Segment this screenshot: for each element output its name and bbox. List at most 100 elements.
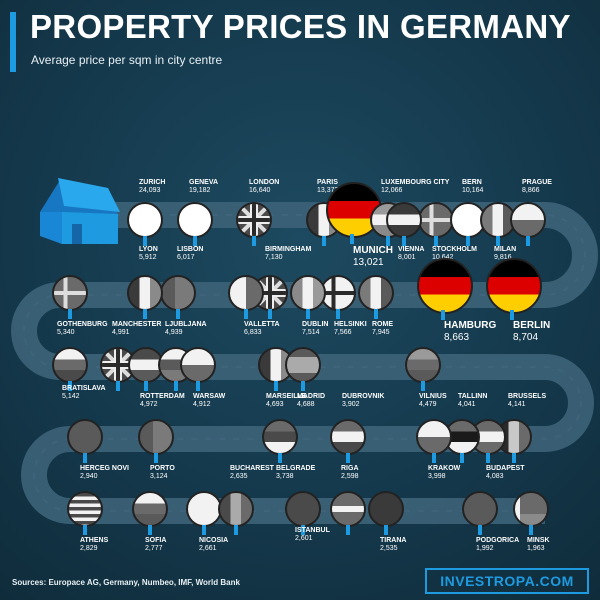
city-label-athens: ATHENS	[80, 537, 109, 544]
city-price-luxembourg-city: 12,066	[381, 187, 403, 194]
belarus-flag-icon	[513, 491, 549, 527]
city-price-ljubljana: 4,939	[165, 329, 183, 336]
poland-flag-icon	[416, 419, 452, 455]
brand-link[interactable]: INVESTROPA.COM	[425, 568, 589, 594]
city-marker-belgrade	[262, 419, 298, 463]
marker-pin	[268, 309, 272, 319]
title-accent-bar	[10, 12, 16, 72]
albania-flag-icon	[368, 491, 404, 527]
marker-pin	[432, 453, 436, 463]
city-price-lyon: 5,912	[139, 254, 157, 261]
city-marker-minsk	[513, 491, 549, 535]
poland-flag-icon	[180, 347, 216, 383]
city-price-vilnius: 4,479	[419, 401, 437, 408]
marker-pin	[402, 236, 406, 246]
city-price-helsinki: 7,566	[334, 329, 352, 336]
marker-pin	[346, 453, 350, 463]
city-marker-istanbul	[285, 491, 321, 535]
city-price-london: 16,640	[249, 187, 271, 194]
city-label-helsinki: HELSINKI	[334, 321, 367, 328]
marker-pin	[322, 236, 326, 246]
marker-pin	[143, 236, 147, 246]
marker-pin	[278, 453, 282, 463]
city-marker-lyon	[127, 275, 163, 319]
marker-pin	[478, 525, 482, 535]
city-label-minsk: MINSK	[527, 537, 550, 544]
marker-pin	[176, 309, 180, 319]
malta-flag-icon	[228, 275, 264, 311]
marker-pin	[143, 309, 147, 319]
city-price-vienna: 8,001	[398, 254, 416, 261]
city-price-istanbul: 2,601	[295, 535, 313, 542]
city-label-paris: PARIS	[317, 179, 338, 186]
city-marker-sofia	[132, 491, 168, 535]
switzerland-flag-icon	[177, 202, 213, 238]
city-label-gothenburg: GOTHENBURG	[57, 321, 108, 328]
city-price-birmingham: 7,130	[265, 254, 283, 261]
city-price-lisbon: 6,017	[177, 254, 195, 261]
city-price-sofia: 2,777	[145, 545, 163, 552]
city-label-lyon: LYON	[139, 246, 158, 253]
city-label-stockholm: STOCKHOLM	[432, 246, 477, 253]
city-marker-zurich	[127, 202, 163, 246]
city-price-dublin: 7,514	[302, 329, 320, 336]
city-price-milan: 9,816	[494, 254, 512, 261]
city-label-manchester: MANCHESTER	[112, 321, 162, 328]
city-price-porto: 3,124	[150, 473, 168, 480]
city-marker-riga	[330, 491, 366, 535]
marker-pin	[336, 309, 340, 319]
marker-pin	[441, 310, 445, 320]
ireland-flag-icon	[290, 275, 326, 311]
city-price-krakow: 3,998	[428, 473, 446, 480]
marker-pin	[512, 453, 516, 463]
city-price-tirana: 2,535	[380, 545, 398, 552]
marker-pin	[68, 309, 72, 319]
city-price-manchester: 4,991	[112, 329, 130, 336]
sweden-flag-icon	[418, 202, 454, 238]
slovakia-flag-icon	[52, 347, 88, 383]
uk-flag-icon	[236, 202, 272, 238]
city-label-munich: MUNICH	[353, 245, 393, 256]
city-marker-bern	[450, 202, 486, 246]
city-label-herceg-novi: HERCEG NOVI	[80, 465, 130, 472]
city-marker-madrid	[285, 347, 321, 391]
city-price-rome: 7,945	[372, 329, 390, 336]
marker-pin	[193, 236, 197, 246]
city-marker-geneva	[177, 202, 213, 246]
city-marker-nicosia	[186, 491, 222, 535]
montenegro-flag-icon	[67, 419, 103, 455]
city-label-tirana: TIRANA	[380, 537, 407, 544]
city-label-birmingham: BIRMINGHAM	[265, 246, 312, 253]
city-marker-bratislava	[52, 347, 88, 391]
marker-pin	[234, 525, 238, 535]
city-marker-porto	[138, 419, 174, 463]
marker-pin	[386, 236, 390, 246]
city-price-hamburg: 8,663	[444, 332, 470, 343]
city-marker-rome	[358, 275, 394, 319]
city-price-berlin: 8,704	[513, 332, 539, 343]
marker-pin	[346, 525, 350, 535]
serbia-flag-icon	[262, 419, 298, 455]
city-label-bucharest: BUCHAREST	[230, 465, 274, 472]
city-label-vilnius: VILNIUS	[419, 393, 447, 400]
germany-flag-icon	[486, 258, 542, 314]
city-label-warsaw: WARSAW	[193, 393, 226, 400]
city-label-nicosia: NICOSIA	[199, 537, 229, 544]
city-label-valletta: VALLETTA	[244, 321, 280, 328]
city-price-paris: 13,373	[317, 187, 339, 194]
marker-pin	[496, 236, 500, 246]
city-price-munich: 13,021	[353, 257, 384, 268]
house-icon	[40, 178, 120, 244]
city-price-dubrovnik: 3,902	[342, 401, 360, 408]
marker-pin	[374, 309, 378, 319]
city-marker-herceg-novi	[67, 419, 103, 463]
city-label-podgorica: PODGORICA	[476, 537, 520, 544]
city-price-madrid: 4,688	[297, 401, 315, 408]
marker-pin	[486, 453, 490, 463]
turkey-flag-icon	[285, 491, 321, 527]
city-marker-tirana	[368, 491, 404, 535]
city-label-lisbon: LISBON	[177, 246, 204, 253]
marker-pin	[274, 381, 278, 391]
marker-pin	[306, 309, 310, 319]
